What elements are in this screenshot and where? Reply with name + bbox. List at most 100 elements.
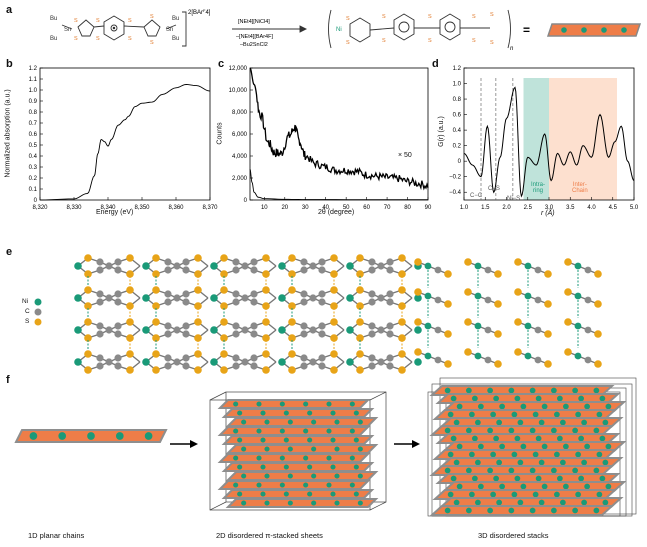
ribbon-icon (546, 23, 642, 37)
x50-annotation: × 50 (398, 152, 412, 159)
x-tick-label: 8,340 (100, 205, 116, 211)
y-tick-label: 0.9 (29, 99, 38, 105)
pxrd-curve (249, 169, 429, 201)
x-tick-label: 3.5 (566, 205, 575, 211)
s-atom-label: S (150, 40, 154, 46)
x-tick-label: 70 (384, 205, 391, 211)
x-tick-label: 20 (281, 205, 288, 211)
y-tick-label: 10,000 (229, 88, 248, 94)
bu-label: Bu (50, 36, 57, 42)
y-tick-label: −0.4 (449, 190, 462, 196)
y-tick-label: 0.2 (453, 144, 462, 150)
y-tick-label: −0.2 (449, 175, 462, 181)
y-tick-label: 0 (458, 159, 462, 165)
intra-ring-label: Intra-ring (531, 182, 546, 194)
caption-3d: 3D disordered stacks (478, 531, 549, 540)
panel-label-e: e (6, 246, 13, 258)
reagent-bottom-1: –[NEt4][BAr4F] (236, 34, 273, 40)
s-atom-label: S (472, 14, 476, 20)
x-tick-label: 90 (425, 205, 432, 211)
s-atom-label: S (74, 18, 78, 24)
s-atom-label: S (382, 14, 386, 20)
x-tick-label: 4.0 (587, 205, 596, 211)
s-atom-label: S (346, 16, 350, 22)
x-tick-label: 4.5 (609, 205, 618, 211)
x-tick-label: 80 (404, 205, 411, 211)
x-tick-label: 1.5 (481, 205, 490, 211)
bu-label: Bu (50, 16, 57, 22)
caption-1d: 1D planar chains (28, 531, 85, 540)
y-tick-label: 0 (244, 198, 248, 204)
y-tick-label: 0.8 (453, 97, 462, 103)
cc-label: C−C (470, 193, 483, 199)
hierarchy-f (14, 377, 637, 517)
s-atom-label: S (96, 36, 100, 42)
x-tick-label: 10 (261, 205, 268, 211)
xanes-curve (39, 84, 211, 201)
panel-c-xlabel: 2θ (degree) (318, 209, 355, 216)
y-tick-label: 0.2 (29, 176, 38, 182)
arrow-icon (412, 440, 420, 448)
y-tick-label: 0.7 (29, 121, 38, 127)
panel-c-ylabel: Counts (216, 122, 224, 145)
x-tick-label: 3.0 (545, 205, 554, 211)
ni-label: Ni (336, 27, 342, 33)
s-atom-label: S (150, 14, 154, 20)
legend-s: S (25, 318, 30, 325)
y-tick-label: 0.1 (29, 187, 38, 193)
y-tick-label: 2,000 (232, 176, 248, 182)
x-tick-label: 50 (343, 205, 350, 211)
y-tick-label: 1.0 (453, 82, 462, 88)
intra-ring-band (523, 78, 549, 200)
s-atom-label: S (74, 36, 78, 42)
y-tick-label: 0 (34, 198, 38, 204)
caption-2d: 2D disordered π-stacked sheets (216, 531, 323, 540)
panel-b-xlabel: Energy (eV) (96, 209, 134, 216)
charts-area: 0 0.1 0.2 0.3 0.4 0.5 0.6 0.7 0.8 0.9 1.0 1.1 1.2 8,3… (29, 66, 639, 211)
panel-d-xlabel: r (Å) (541, 210, 555, 217)
panel-b-frame (39, 67, 211, 201)
reaction-scheme: Bu Bu Sn Sn Bu Bu S S S S S S S S S S S … (50, 8, 642, 52)
x-tick-label: 8,360 (168, 205, 184, 211)
y-tick-label: 0.6 (453, 113, 462, 119)
panel-label-c: c (218, 58, 225, 70)
x-tick-label: 30 (302, 205, 309, 211)
x-tick-label: 8,350 (134, 205, 150, 211)
x-tick-label: 2.0 (502, 205, 511, 211)
y-tick-label: 4,000 (232, 154, 248, 160)
pxrd-curve-x50 (249, 67, 429, 191)
y-tick-label: 0.6 (29, 132, 38, 138)
x-tick-label: 5.0 (630, 205, 639, 211)
y-tick-label: 12,000 (229, 66, 248, 72)
panel-label-d: d (432, 58, 439, 70)
s-atom-label: S (346, 40, 350, 46)
legend-c: C (25, 308, 30, 315)
x-tick-label: 8,330 (66, 205, 82, 211)
y-tick-label: 1.2 (453, 66, 462, 72)
x-tick-label: 1.0 (460, 205, 469, 211)
s-atom-label: S (490, 40, 494, 46)
s-atom-label: S (128, 18, 132, 24)
s-atom-label: S (472, 38, 476, 44)
bu-label: Bu (172, 36, 179, 42)
y-tick-label: 8,000 (232, 110, 248, 116)
s-atom-label: S (96, 18, 100, 24)
y-tick-label: 0.3 (29, 165, 38, 171)
sn-label: Sn (64, 27, 71, 33)
sn-label: Sn (166, 27, 173, 33)
x-tick-label: 60 (363, 205, 370, 211)
x-tick-label: 2.5 (524, 205, 533, 211)
panel-label-b: b (6, 58, 13, 70)
legend-ni: Ni (22, 298, 29, 305)
y-tick-label: 0.8 (29, 110, 38, 116)
counterion-label: 2[BArF4] (188, 8, 211, 16)
crystal-structure-e (34, 254, 602, 374)
panel-b-ylabel: Normalized absorption (a.u.) (4, 89, 12, 178)
s-atom-label: S (428, 38, 432, 44)
nis-label: Ni−S (507, 196, 521, 202)
panel-label-f: f (6, 374, 10, 386)
x-tick-label: 8,320 (32, 205, 48, 211)
s-atom-label: S (428, 14, 432, 20)
panel-c-frame (249, 67, 429, 201)
inter-chain-label: Inter- Chain (572, 182, 588, 194)
